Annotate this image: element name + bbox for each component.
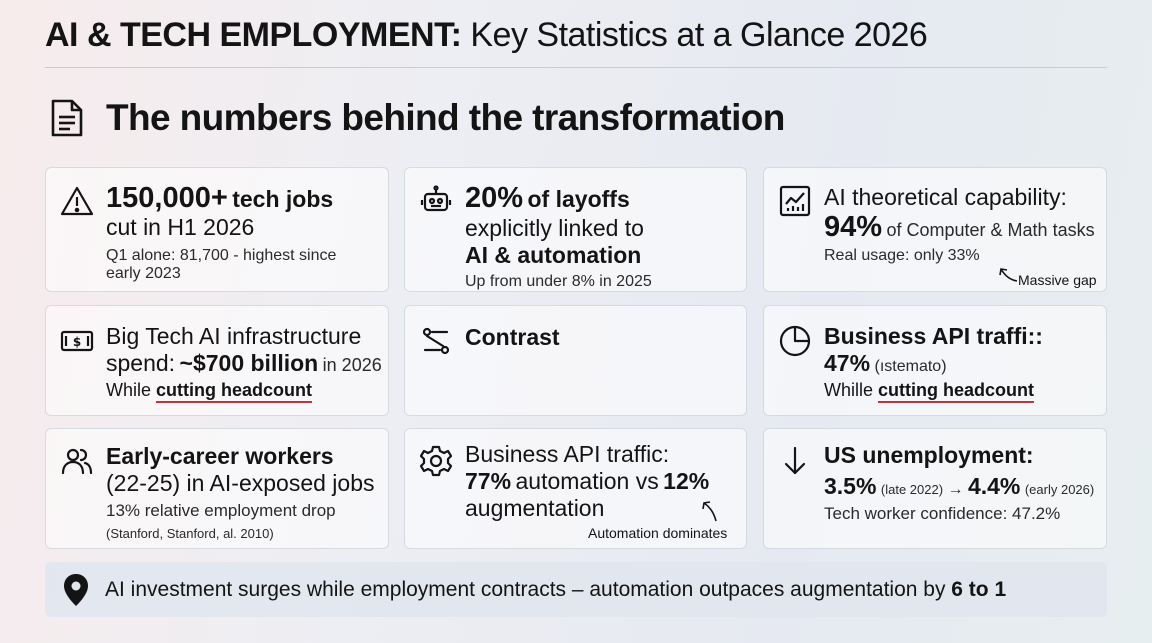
people-icon	[60, 444, 94, 478]
summary-text: AI investment surges while employment co…	[105, 577, 1007, 601]
highlight-cutting-headcount: cutting headcount	[878, 380, 1035, 403]
curved-arrow-icon	[999, 268, 1018, 282]
stat-card-early-career: Early-career workers (22-25) in AI-expos…	[45, 428, 389, 549]
pie-chart-icon	[778, 324, 812, 358]
svg-text:$: $	[73, 335, 81, 349]
stat-card-api-traffic: Business API traffi:: 47% (ıstemato) Whi…	[763, 305, 1107, 416]
stat-card-automation: Business API traffic: 77% automation vs …	[404, 428, 747, 549]
summary-banner: AI investment surges while employment co…	[45, 562, 1107, 617]
document-icon	[51, 99, 83, 137]
warning-icon	[60, 184, 94, 218]
stat-card-ai-capability: AI theoretical capability: 94% of Comput…	[763, 167, 1107, 292]
curved-arrow-icon	[702, 501, 717, 522]
title-divider	[45, 67, 1107, 68]
robot-icon	[419, 184, 453, 218]
contrast-icon	[419, 324, 453, 358]
chart-icon	[778, 184, 812, 218]
callout-massive-gap: Massive gap	[1018, 272, 1097, 288]
arrow-down-icon	[778, 444, 812, 478]
money-icon: $	[60, 324, 94, 358]
location-pin-icon	[64, 573, 88, 606]
stat-card-infrastructure: $ Big Tech AI infrastructure spend: ~$70…	[45, 305, 389, 416]
stat-card-unemployment: US unemployment: 3.5% (late 2022) → 4.4%…	[763, 428, 1107, 549]
page-title: AI & TECH EMPLOYMENT: Key Statistics at …	[45, 16, 928, 54]
highlight-cutting-headcount: cutting headcount	[156, 380, 313, 403]
section-subtitle: The numbers behind the transformation	[50, 96, 785, 140]
stat-card-layoffs: 150,000+ tech jobs cut in H1 2026 Q1 alo…	[45, 167, 389, 292]
contrast-card: Contrast	[404, 305, 747, 416]
stat-card-ai-layoffs: 20% of layoffs explicitly linked to AI &…	[404, 167, 747, 292]
callout-automation-dominates: Automation dominates	[588, 525, 728, 541]
gear-icon	[419, 444, 453, 478]
